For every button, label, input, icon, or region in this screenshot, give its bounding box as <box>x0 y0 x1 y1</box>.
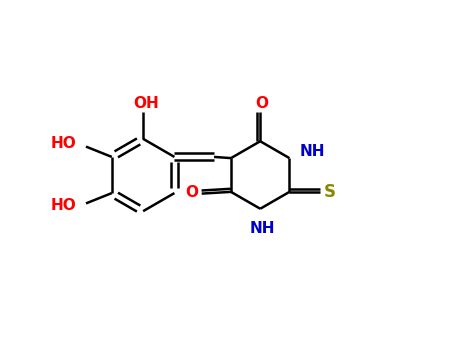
Text: OH: OH <box>134 96 159 111</box>
Text: NH: NH <box>249 221 275 236</box>
Text: O: O <box>186 185 198 200</box>
Text: S: S <box>324 183 336 201</box>
Text: HO: HO <box>51 198 76 213</box>
Text: HO: HO <box>51 136 76 150</box>
Text: O: O <box>255 96 268 111</box>
Text: NH: NH <box>300 145 325 159</box>
